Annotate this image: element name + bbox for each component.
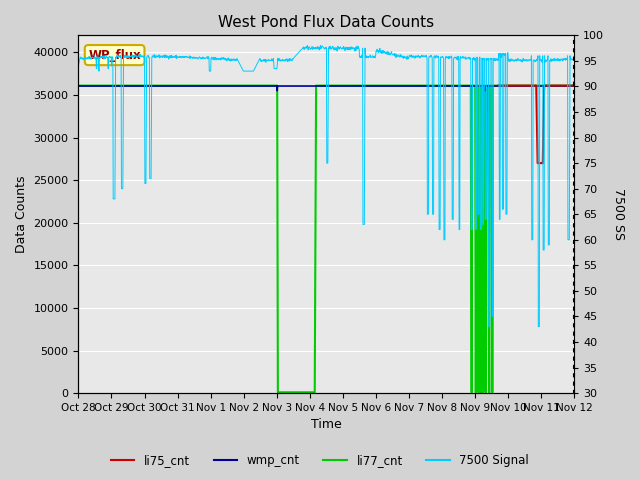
Y-axis label: Data Counts: Data Counts bbox=[15, 176, 28, 253]
Title: West Pond Flux Data Counts: West Pond Flux Data Counts bbox=[218, 15, 435, 30]
Y-axis label: 7500 SS: 7500 SS bbox=[612, 188, 625, 240]
Text: WP_flux: WP_flux bbox=[88, 48, 141, 61]
X-axis label: Time: Time bbox=[311, 419, 342, 432]
Legend: li75_cnt, wmp_cnt, li77_cnt, 7500 Signal: li75_cnt, wmp_cnt, li77_cnt, 7500 Signal bbox=[106, 449, 534, 472]
